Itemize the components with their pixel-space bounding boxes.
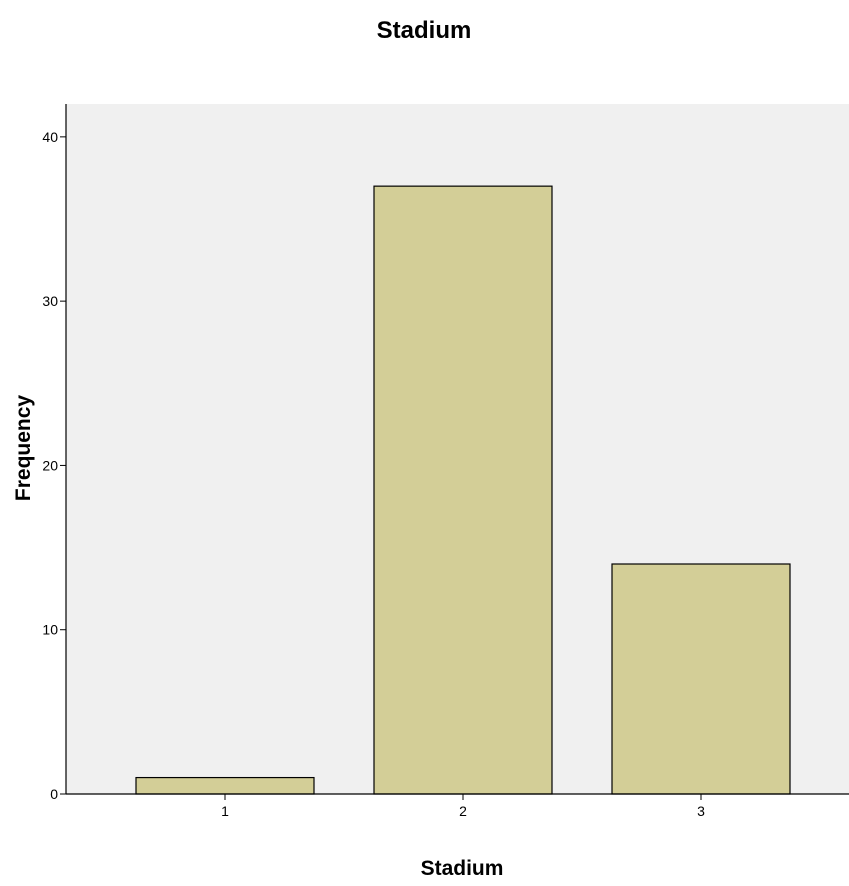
y-axis: 0 10 20 30 40 [42, 104, 67, 802]
y-tick-label: 20 [42, 457, 58, 473]
bar [135, 776, 315, 795]
x-axis-label: Stadium [421, 857, 504, 880]
bar [611, 563, 791, 795]
x-tick-label: 3 [697, 803, 705, 819]
y-tick-label: 0 [50, 786, 58, 802]
y-tick-label: 10 [42, 622, 58, 638]
y-tick-label: 30 [42, 293, 58, 309]
x-axis: 1 2 3 [66, 793, 849, 819]
x-tick-label: 2 [459, 803, 467, 819]
bars [135, 185, 791, 795]
bar [373, 185, 553, 795]
x-tick-label: 1 [221, 803, 229, 819]
y-tick-label: 40 [42, 129, 58, 145]
y-axis-label: Frequency [12, 395, 35, 502]
chart-title: Stadium [377, 17, 472, 44]
